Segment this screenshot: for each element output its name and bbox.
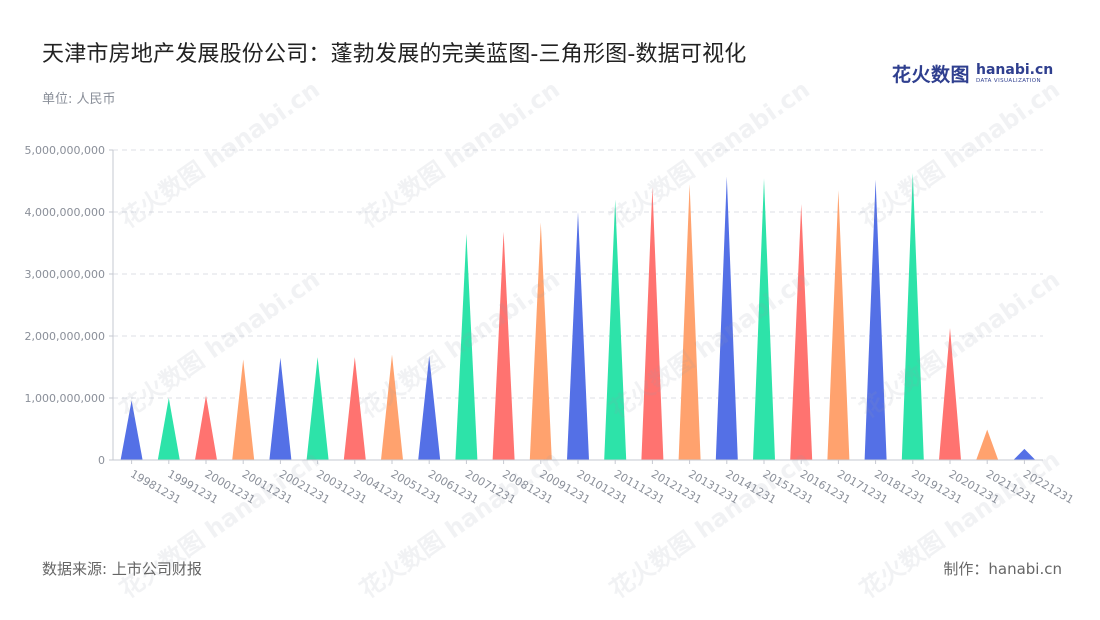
triangle-bar [269,357,292,460]
triangle-bar [455,233,478,460]
triangle-bar [492,231,515,460]
triangle-bar [567,212,589,460]
y-tick-label: 0 [98,454,105,467]
y-tick-label: 2,000,000,000 [25,330,105,343]
triangle-bar [753,178,775,460]
triangle-bar [343,357,366,460]
triangle-bar [1013,448,1036,460]
triangle-bar [715,176,738,460]
triangle-bar [306,357,329,460]
brand-logo-en-group: hanabi.cn DATA VISUALIZATION [976,63,1053,85]
chart-title: 天津市房地产发展股份公司：蓬勃发展的完美蓝图-三角形图-数据可视化 [42,42,747,67]
triangle-bar [864,179,887,460]
triangle-bar [195,395,217,460]
y-tick-label: 4,000,000,000 [25,206,105,219]
triangle-bar [790,203,813,460]
triangle-bar [939,327,961,460]
triangle-bar [976,429,999,460]
triangle-bar [381,354,403,460]
y-tick-label: 3,000,000,000 [25,268,105,281]
triangle-bar [418,355,441,460]
brand-logo-en: hanabi.cn [976,61,1054,78]
triangle-bar [157,398,180,460]
data-source-label: 数据来源: 上市公司财报 [42,560,202,578]
credit-label: 制作：hanabi.cn [943,560,1062,578]
triangle-bar [529,222,552,460]
brand-logo-cn: 花火数图 [892,64,971,86]
triangle-bar [604,199,627,460]
brand-logo-tagline: DATA VISUALIZATION [976,77,1042,84]
brand-logo: 花火数图 hanabi.cn DATA VISUALIZATION [892,60,1053,87]
triangle-bar [120,400,143,460]
triangle-bar [901,172,924,460]
triangle-bar [641,187,664,460]
y-tick-label: 5,000,000,000 [25,144,105,157]
unit-label: 单位: 人民币 [42,92,116,107]
y-tick-label: 1,000,000,000 [25,392,105,405]
triangle-bar [827,190,850,461]
triangle-bar [232,359,255,460]
triangle-bar [678,184,701,460]
